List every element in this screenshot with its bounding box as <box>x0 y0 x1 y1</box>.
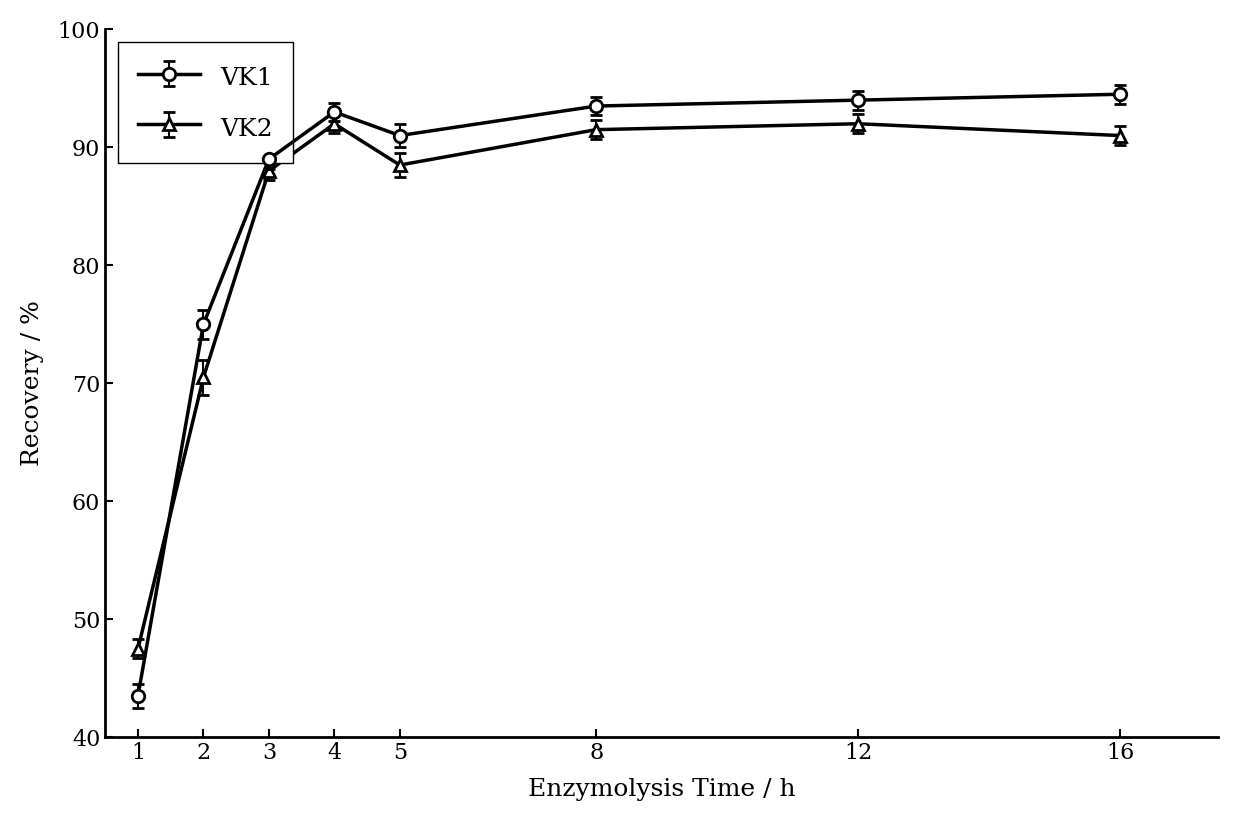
Y-axis label: Recovery / %: Recovery / % <box>21 300 43 466</box>
Legend: VK1, VK2: VK1, VK2 <box>118 42 292 163</box>
X-axis label: Enzymolysis Time / h: Enzymolysis Time / h <box>528 778 795 801</box>
